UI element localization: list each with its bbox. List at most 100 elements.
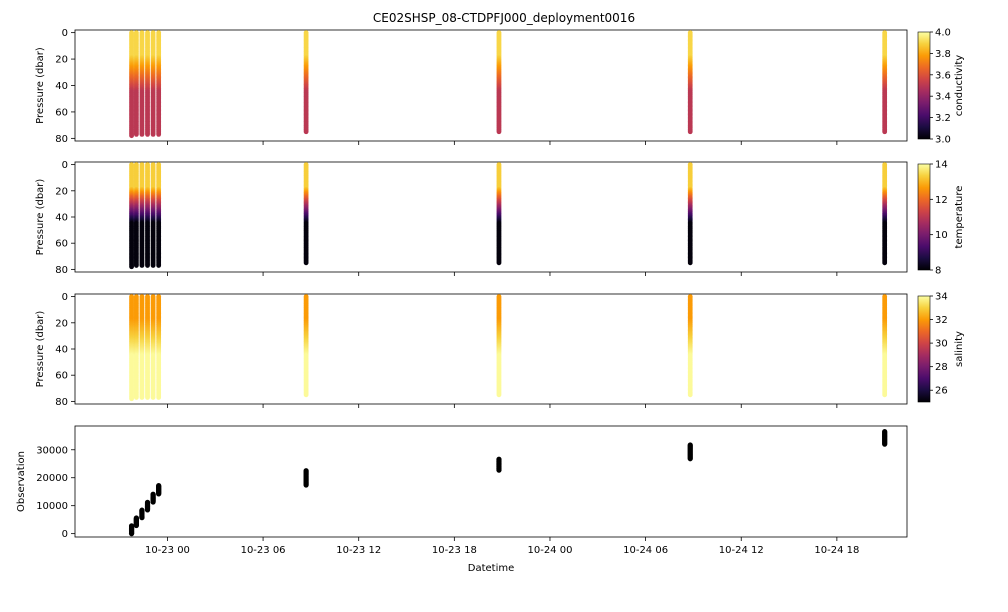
profile-salinity-7 [496, 294, 502, 398]
panel-salinity: 0 20 40 60 80 Pressure (dbar) 26 28 30 32 34 salini… [35, 292, 965, 408]
colorbar-tick-label: 3.4 [935, 92, 951, 103]
colorbar-tick-label: 28 [935, 362, 948, 373]
y-tick-label: 60 [55, 371, 68, 382]
colorbar-conductivity: 3.0 3.2 3.4 3.6 3.8 4.0 conductivity [917, 28, 965, 146]
colorbar-tick-label: 4.0 [935, 28, 951, 39]
y-tick-label: 0 [62, 292, 68, 303]
profile-temperature-4 [150, 162, 156, 268]
colorbar-tick-label: 3.8 [935, 49, 951, 60]
profile-conductivity-5 [156, 30, 162, 137]
profile-temperature-1 [133, 162, 139, 268]
profile-conductivity-6 [303, 30, 309, 135]
colorbar-tick-label: 12 [935, 195, 948, 206]
colorbar-tick-label: 34 [935, 292, 948, 303]
panel-frame-temperature [74, 161, 908, 273]
profile-salinity-9 [882, 294, 888, 398]
profile-temperature-5 [156, 162, 162, 268]
y-tick-label: 30000 [36, 445, 68, 456]
colorbar-label-salinity: salinity [954, 331, 965, 367]
observation-segment-0 [128, 523, 135, 537]
profile-salinity-6 [303, 294, 309, 398]
panel-conductivity: 0 20 40 60 80 Pressure (dbar) 3.0 3.2 3.4 3.6 3.8 4… [35, 28, 965, 146]
profile-temperature-9 [882, 162, 888, 266]
profile-salinity-8 [687, 294, 693, 398]
colorbar-temperature: 8 10 12 14 temperature [917, 160, 965, 277]
profile-salinity-2 [139, 294, 145, 400]
y-axis-label-temperature: Pressure (dbar) [35, 179, 46, 256]
observation-segment-2 [139, 507, 145, 521]
y-tick-label: 20 [55, 186, 68, 197]
observation-segment-8 [687, 442, 693, 462]
profile-salinity-4 [150, 294, 156, 400]
y-tick-label: 80 [55, 265, 68, 276]
profile-temperature-6 [303, 162, 309, 266]
x-tick-label: 10-23 06 [241, 545, 286, 556]
colorbar-tick-label: 30 [935, 339, 948, 350]
observation-segment-6 [303, 468, 309, 488]
y-tick-label: 20 [55, 55, 68, 66]
y-tick-label: 40 [55, 213, 68, 224]
profile-conductivity-3 [145, 30, 150, 137]
profile-temperature-2 [139, 162, 145, 268]
profile-conductivity-0 [129, 30, 134, 139]
colorbar-tick-label: 26 [935, 386, 948, 397]
observation-segment-3 [144, 499, 151, 513]
y-tick-label: 60 [55, 239, 68, 250]
panel-observation: 10-23 00 10-23 06 10-23 12 10-23 18 10-24 00… [16, 425, 908, 556]
y-tick-label: 20 [55, 318, 68, 329]
x-tick-label: 10-23 00 [145, 545, 190, 556]
profile-salinity-0 [129, 294, 134, 402]
colorbar-tick-label: 14 [935, 160, 948, 171]
panel-temperature: 0 20 40 60 80 Pressure (dbar) 8 10 12 14 temperatu… [35, 160, 965, 277]
profile-temperature-7 [496, 162, 502, 266]
y-tick-label: 20000 [36, 473, 68, 484]
chart-title: CE02SHSP_08-CTDPFJ000_deployment0016 [373, 11, 635, 25]
panel-frame-salinity [74, 293, 908, 405]
profile-conductivity-2 [139, 30, 145, 137]
colorbar-tick-label: 10 [935, 230, 948, 241]
y-tick-label: 60 [55, 107, 68, 118]
observation-segment-5 [156, 482, 162, 497]
profile-salinity-3 [145, 294, 150, 400]
colorbar-salinity: 26 28 30 32 34 salinity [917, 292, 965, 403]
observation-segment-9 [882, 428, 888, 447]
observation-segment-7 [496, 456, 502, 473]
profile-temperature-0 [129, 162, 134, 270]
x-tick-label: 10-23 12 [336, 545, 381, 556]
colorbar-tick-label: 8 [935, 266, 941, 277]
colorbar-tick-label: 3.6 [935, 70, 951, 81]
colorbar-label-conductivity: conductivity [954, 55, 965, 116]
profile-conductivity-1 [133, 30, 139, 137]
y-tick-label: 40 [55, 81, 68, 92]
profile-conductivity-8 [687, 30, 693, 135]
y-tick-label: 40 [55, 345, 68, 356]
profile-salinity-5 [156, 294, 162, 400]
y-tick-label: 0 [62, 28, 68, 39]
observation-segment-1 [133, 515, 139, 529]
x-tick-label: 10-24 00 [527, 545, 572, 556]
x-tick-label: 10-24 18 [814, 545, 859, 556]
x-axis-label: Datetime [468, 563, 515, 574]
profile-temperature-8 [687, 162, 693, 266]
profile-conductivity-4 [150, 30, 156, 137]
x-tick-label: 10-24 12 [719, 545, 764, 556]
x-tick-label: 10-24 06 [623, 545, 668, 556]
y-tick-label: 0 [62, 529, 68, 540]
y-axis-label-conductivity: Pressure (dbar) [35, 47, 46, 124]
profile-salinity-1 [133, 294, 139, 400]
y-tick-label: 0 [62, 160, 68, 171]
colorbar-tick-label: 3.0 [935, 135, 951, 146]
colorbar-tick-label: 3.2 [935, 113, 951, 124]
observation-segment-4 [150, 491, 156, 505]
profile-conductivity-9 [882, 30, 888, 135]
y-tick-label: 80 [55, 134, 68, 145]
y-axis-label-observation: Observation [16, 451, 27, 512]
panel-frame-conductivity [74, 29, 908, 142]
x-tick-label: 10-23 18 [432, 545, 477, 556]
panel-frame-observation [74, 425, 908, 538]
y-tick-label: 80 [55, 397, 68, 408]
colorbar-tick-label: 32 [935, 315, 948, 326]
y-tick-label: 10000 [36, 501, 68, 512]
y-axis-label-salinity: Pressure (dbar) [35, 311, 46, 388]
